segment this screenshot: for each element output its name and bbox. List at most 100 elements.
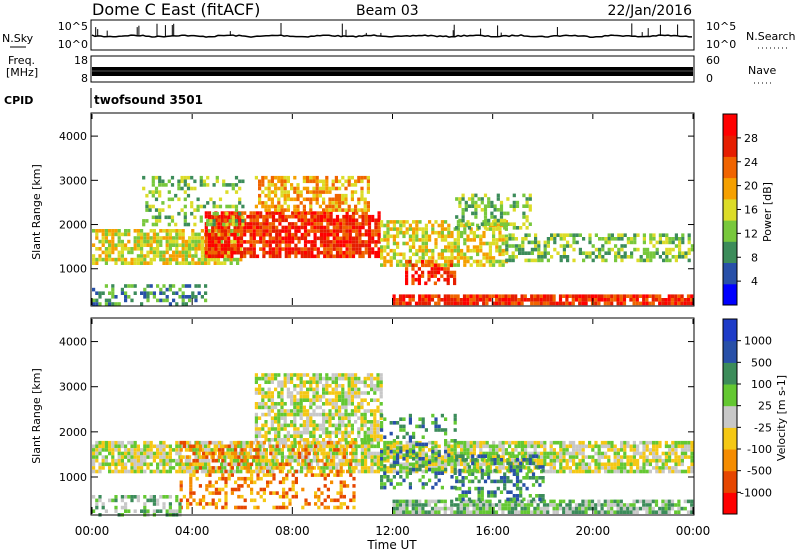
velocity-cell: [293, 387, 297, 392]
velocity-cell: [575, 451, 579, 456]
velocity-cell: [267, 409, 271, 413]
velocity-cell: [293, 427, 297, 431]
power-cell: [584, 298, 588, 302]
power-cell: [243, 250, 247, 255]
power-cell: [453, 298, 457, 302]
power-cell: [183, 183, 187, 187]
power-cell: [476, 252, 480, 257]
velocity-cell: [424, 469, 428, 474]
power-cell: [414, 263, 418, 268]
power-cell: [291, 225, 295, 230]
power-cell: [431, 223, 435, 228]
power-cell: [293, 190, 297, 194]
power-cell: [499, 204, 504, 208]
velocity-cell: [501, 440, 505, 445]
power-cell: [146, 239, 150, 244]
power-cell: [367, 225, 372, 230]
velocity-cell: [520, 503, 524, 507]
velocity-cell: [246, 476, 250, 481]
velocity-cell: [282, 466, 286, 470]
velocity-cell: [463, 466, 467, 470]
velocity-cell: [354, 405, 358, 410]
power-cell: [127, 232, 131, 237]
power-cell: [427, 301, 431, 306]
velocity-cell: [288, 487, 292, 492]
power-cell: [231, 204, 235, 209]
velocity-cell: [293, 412, 297, 417]
velocity-cell: [339, 494, 343, 499]
power-cell: [194, 232, 198, 237]
velocity-cell: [204, 462, 208, 467]
velocity-cell: [111, 462, 115, 467]
velocity-cell: [341, 387, 345, 392]
power-cell: [236, 214, 240, 219]
velocity-cell: [331, 376, 335, 381]
velocity-cell: [466, 499, 470, 504]
velocity-cell: [350, 398, 354, 402]
power-cell: [374, 225, 378, 230]
velocity-cell: [639, 469, 643, 474]
power-cell: [255, 214, 260, 219]
power-cell: [267, 197, 271, 202]
velocity-cell: [293, 455, 297, 459]
power-cell: [318, 186, 322, 191]
velocity-cell: [267, 405, 271, 410]
power-cell: [215, 175, 219, 180]
velocity-cell: [472, 466, 476, 470]
velocity-cell: [463, 462, 467, 467]
velocity-cell: [440, 455, 444, 459]
velocity-cell: [339, 502, 343, 506]
power-cell: [326, 250, 330, 255]
velocity-cell: [211, 466, 215, 470]
velocity-cell: [350, 438, 354, 442]
velocity-cell: [620, 440, 624, 445]
velocity-cell: [198, 466, 202, 470]
power-cell: [184, 302, 188, 306]
velocity-cell: [275, 466, 279, 470]
power-cell: [456, 223, 460, 228]
power-cell: [534, 233, 538, 237]
power-cell: [239, 229, 244, 233]
power-cell: [339, 236, 343, 241]
power-cell: [175, 257, 179, 262]
power-cell: [674, 233, 678, 237]
velocity-cell: [421, 444, 425, 449]
power-cell: [313, 222, 317, 226]
power-cell: [578, 298, 582, 302]
velocity-cell: [366, 373, 370, 377]
power-cell: [204, 243, 208, 248]
power-cell: [339, 247, 343, 251]
velocity-cell: [271, 444, 275, 449]
velocity-cell: [373, 469, 377, 474]
velocity-cell: [218, 440, 222, 445]
velocity-cell: [256, 491, 260, 495]
power-cell: [530, 247, 534, 252]
velocity-cell: [421, 448, 425, 452]
power-cell: [639, 255, 643, 259]
power-cell: [312, 193, 316, 198]
velocity-cell: [354, 455, 358, 459]
power-cell: [355, 222, 359, 226]
velocity-cell: [198, 448, 202, 452]
power-cell: [402, 230, 406, 235]
power-cell: [294, 247, 298, 251]
power-cell: [168, 254, 172, 258]
velocity-cell: [507, 506, 511, 511]
velocity-cell: [396, 440, 400, 445]
power-cell: [146, 295, 150, 299]
power-cell: [236, 222, 240, 226]
velocity-cell: [322, 387, 326, 392]
power-cell: [690, 294, 694, 298]
velocity-cell: [526, 506, 531, 511]
velocity-cell: [578, 466, 582, 470]
velocity-cell: [402, 503, 406, 507]
velocity-cell: [572, 451, 576, 456]
power-cell: [274, 204, 278, 209]
velocity-cell: [239, 462, 243, 467]
velocity-cell: [543, 440, 547, 445]
power-cell: [632, 298, 636, 302]
velocity-cell: [240, 448, 244, 452]
velocity-cell: [456, 440, 460, 445]
velocity-cell: [319, 444, 323, 449]
velocity-cell: [677, 455, 681, 459]
